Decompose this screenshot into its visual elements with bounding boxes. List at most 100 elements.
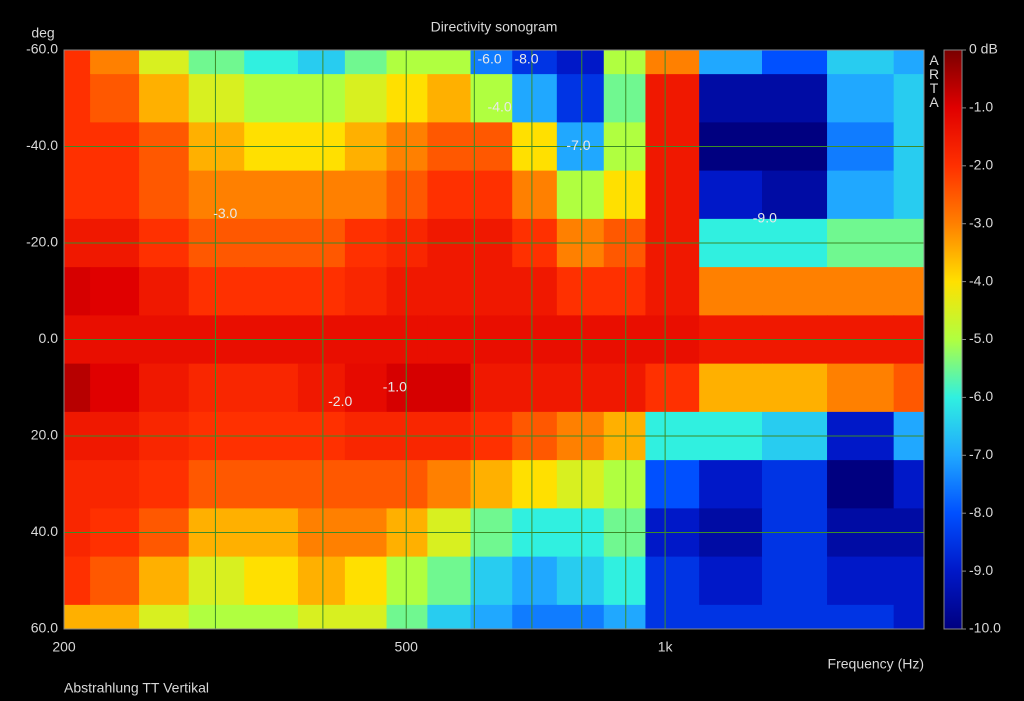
heat-cell — [761, 267, 828, 316]
heat-cell — [893, 50, 925, 75]
heat-cell — [512, 267, 558, 316]
heat-cell — [512, 74, 558, 123]
heat-cell — [188, 604, 245, 630]
heat-cell — [90, 267, 140, 316]
colorbar-label: -6.0 — [969, 388, 993, 404]
heat-cell — [603, 604, 646, 630]
heat-cell — [699, 460, 763, 509]
heat-cell — [386, 74, 428, 123]
heat-cell — [64, 604, 91, 630]
colorbar-label: 0 dB — [969, 41, 998, 57]
labels: -60.0 -40.0 -20.0 0.0 20.0 40.0 60.0 200 500 1k -6… — [26, 41, 777, 655]
heat-cell — [344, 267, 388, 316]
heat-cell — [893, 363, 925, 413]
x-tick-label: 1k — [658, 639, 674, 655]
heat-cell — [761, 460, 828, 509]
heat-cell — [893, 460, 925, 509]
x-tick-label: 200 — [52, 639, 76, 655]
heat-cell — [244, 363, 299, 413]
y-tick-label: 0.0 — [39, 330, 59, 346]
heat-cell — [512, 170, 558, 220]
y-axis-label: deg — [31, 25, 54, 41]
heat-cell — [344, 556, 388, 606]
heat-cell — [645, 267, 700, 316]
heat-cell — [90, 460, 140, 509]
heat-cell — [827, 50, 895, 75]
heat-cell — [386, 170, 428, 220]
heat-cell — [188, 267, 245, 316]
watermark: ARTA — [926, 52, 942, 108]
heat-cell — [827, 170, 895, 220]
heat-cell — [64, 74, 91, 123]
heat-cell — [297, 556, 346, 606]
heat-cell — [645, 604, 700, 630]
heat-cell — [139, 604, 190, 630]
heat-cell — [139, 74, 190, 123]
heat-cell — [386, 363, 428, 413]
colorbar-label: -3.0 — [969, 214, 993, 230]
heat-cell — [344, 363, 388, 413]
heat-cell — [827, 556, 895, 606]
heat-cell — [90, 604, 140, 630]
heat-cell — [244, 50, 299, 75]
heat-cell — [512, 460, 558, 509]
heat-cell — [827, 460, 895, 509]
colorbar-label: -1.0 — [969, 99, 993, 115]
heat-cell — [761, 170, 828, 220]
contour-label: -7.0 — [566, 137, 590, 153]
heat-cell — [90, 74, 140, 123]
heat-cell — [427, 363, 472, 413]
contour-label: -6.0 — [478, 50, 502, 66]
footnote: Abstrahlung TT Vertikal — [64, 680, 209, 696]
heat-cell — [244, 604, 299, 630]
colorbar-label: -5.0 — [969, 330, 993, 346]
heat-cell — [645, 556, 700, 606]
heat-cell — [386, 460, 428, 509]
heat-cell — [603, 50, 646, 75]
heat-cell — [699, 50, 763, 75]
heat-cell — [188, 460, 245, 509]
colorbar-label: -10.0 — [969, 620, 1001, 636]
heat-cell — [297, 50, 346, 75]
colorbar — [943, 49, 963, 630]
heat-cell — [556, 460, 605, 509]
heat-cell — [297, 604, 346, 630]
colorbar-label: -7.0 — [969, 446, 993, 462]
heat-cell — [470, 363, 513, 413]
y-tick-label: -20.0 — [26, 234, 58, 250]
heat-cell — [386, 267, 428, 316]
heat-cell — [64, 170, 91, 220]
heat-cell — [139, 267, 190, 316]
heat-cell — [244, 170, 299, 220]
y-tick-label: 40.0 — [31, 523, 58, 539]
colorbar-label: -8.0 — [969, 504, 993, 520]
heat-cell — [761, 604, 828, 630]
x-tick-label: 500 — [395, 639, 419, 655]
heat-cell — [139, 460, 190, 509]
heat-cell — [603, 363, 646, 413]
heat-cell — [761, 74, 828, 123]
colorbar-label: -9.0 — [969, 562, 993, 578]
contour-label: -2.0 — [328, 393, 352, 409]
heat-cell — [470, 170, 513, 220]
heat-cell — [297, 363, 346, 413]
heat-cell — [556, 74, 605, 123]
heat-cell — [699, 363, 763, 413]
heat-cell — [699, 604, 763, 630]
heat-cell — [244, 74, 299, 123]
contour-label: -8.0 — [514, 50, 538, 66]
heat-cell — [139, 170, 190, 220]
heat-cell — [90, 556, 140, 606]
heat-cell — [603, 556, 646, 606]
heat-cell — [386, 556, 428, 606]
heat-cell — [344, 74, 388, 123]
heat-cell — [645, 363, 700, 413]
heat-cell — [556, 363, 605, 413]
y-tick-label: 20.0 — [31, 427, 58, 443]
heat-cell — [761, 363, 828, 413]
heat-cell — [699, 556, 763, 606]
heat-cell — [139, 50, 190, 75]
heat-cell — [427, 604, 472, 630]
heat-cell — [699, 267, 763, 316]
heat-cell — [139, 556, 190, 606]
